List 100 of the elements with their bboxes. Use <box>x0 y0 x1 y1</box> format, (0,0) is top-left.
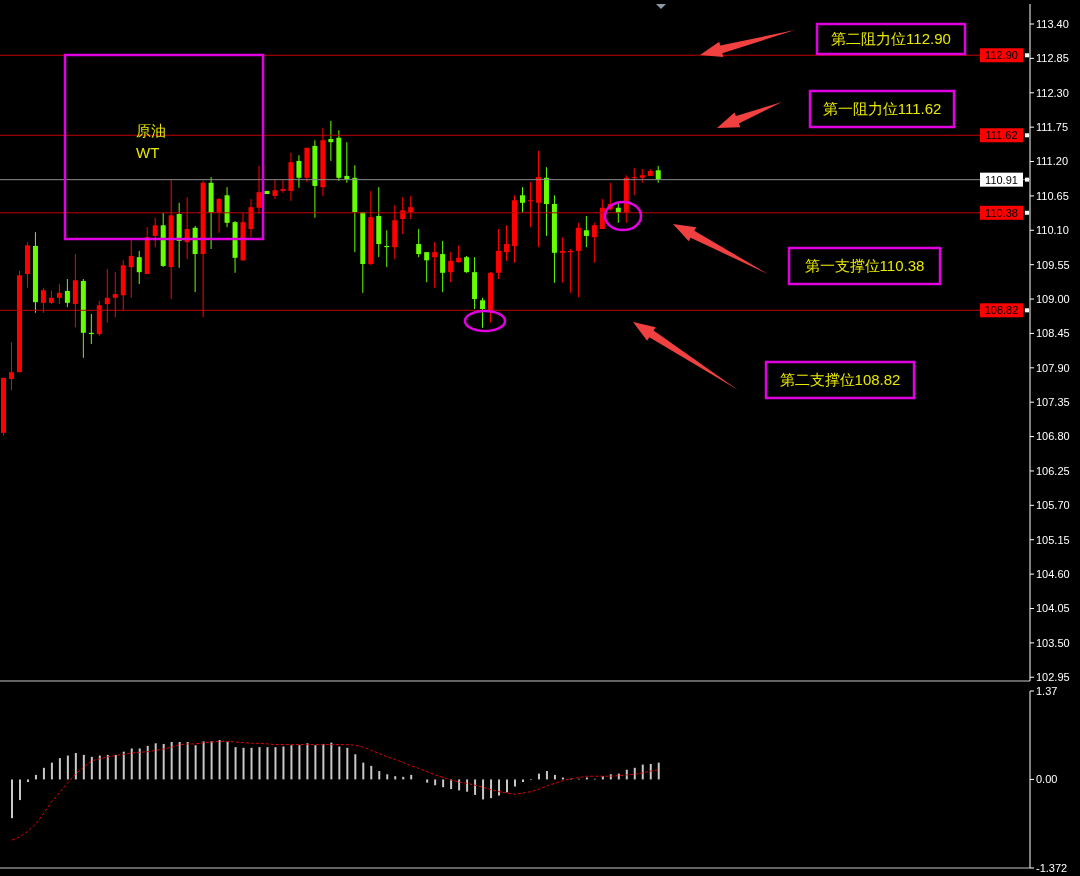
candlestick <box>152 217 158 248</box>
y-tick-label: 111.20 <box>1036 155 1069 168</box>
bar <box>18 779 21 801</box>
y-tick-label: 112.30 <box>1036 86 1069 99</box>
bar <box>90 756 93 780</box>
bar <box>250 747 253 780</box>
bar <box>298 745 301 780</box>
bar <box>282 746 285 780</box>
candlestick <box>296 154 302 189</box>
candlestick <box>519 186 525 214</box>
bar <box>458 779 461 791</box>
candlestick <box>128 239 134 299</box>
bar <box>98 755 101 780</box>
bar <box>10 779 13 819</box>
y-tick-label: 109.00 <box>1036 292 1070 305</box>
y-tick-label: 0.00 <box>1036 773 1058 786</box>
bar <box>138 748 141 780</box>
bar <box>26 779 29 783</box>
bar <box>178 742 181 780</box>
bar <box>106 754 109 780</box>
candlestick <box>64 278 70 308</box>
bar <box>82 754 85 780</box>
annotation: 第一支撑位110.38 <box>804 257 925 274</box>
candlestick <box>280 179 286 194</box>
annotation: 第一阻力位111.62 <box>822 100 942 117</box>
bar <box>122 751 125 780</box>
candlestick <box>400 196 406 235</box>
y-tick-label: 107.90 <box>1036 361 1070 374</box>
bar <box>66 755 69 780</box>
bar <box>545 771 548 780</box>
candlestick <box>344 141 350 184</box>
bar <box>58 758 61 780</box>
y-tick-label: 106.80 <box>1036 430 1070 443</box>
bar <box>202 741 205 780</box>
bar <box>466 779 469 792</box>
ref-line-label: 110.38 <box>985 206 1018 219</box>
bar <box>657 762 660 780</box>
bar <box>490 779 493 799</box>
candlestick <box>408 195 414 220</box>
bar <box>210 741 213 780</box>
candlestick <box>256 165 262 215</box>
ref-line-label: 112.90 <box>985 49 1018 62</box>
candlestick <box>416 228 422 258</box>
y-tick-label: 110.10 <box>1036 224 1069 237</box>
bar <box>258 747 261 780</box>
bar <box>442 779 445 788</box>
candlestick <box>56 283 62 305</box>
ref-line-label: 111.62 <box>985 129 1018 142</box>
bar <box>314 745 317 780</box>
bar <box>50 762 53 780</box>
candlestick <box>248 198 254 238</box>
bar <box>434 779 437 786</box>
bar <box>146 745 149 780</box>
bar <box>498 779 501 796</box>
candlestick <box>440 240 446 293</box>
candlestick <box>559 236 565 284</box>
line-series <box>11 740 660 841</box>
y-tick-label: 107.35 <box>1036 396 1070 409</box>
bar <box>234 747 237 780</box>
bar <box>154 743 157 780</box>
bar <box>170 742 173 780</box>
bar <box>74 752 77 780</box>
bar <box>394 776 397 780</box>
y-tick-label: 108.45 <box>1036 327 1070 340</box>
candlestick <box>40 287 46 314</box>
bar <box>186 742 189 780</box>
bar <box>506 779 509 793</box>
annotation: 第二阻力位112.90 <box>831 30 951 47</box>
bar <box>426 779 429 783</box>
candlestick <box>424 251 430 283</box>
candlestick <box>504 224 510 262</box>
y-tick-label: 1.37 <box>1036 684 1058 697</box>
bar <box>330 742 333 780</box>
bar <box>290 745 293 780</box>
y-tick-label: 110.65 <box>1036 189 1069 202</box>
bar <box>362 762 365 780</box>
bar <box>322 743 325 780</box>
bar <box>521 779 524 783</box>
candlestick <box>448 251 454 283</box>
bar <box>378 771 381 780</box>
annotation: 第二支撑位108.82 <box>779 371 901 388</box>
candlestick <box>631 167 637 196</box>
y-tick-label: 105.70 <box>1036 499 1070 512</box>
candlestick <box>272 178 278 200</box>
bar <box>218 740 221 780</box>
bar <box>266 747 269 780</box>
y-tick-label: 104.05 <box>1036 602 1070 615</box>
bar <box>114 754 117 780</box>
bar <box>346 747 349 780</box>
candlestick <box>72 253 78 328</box>
bar <box>354 754 357 780</box>
candlestick <box>104 268 110 324</box>
candlestick <box>328 120 334 162</box>
candlestick <box>496 228 502 280</box>
ref-line-label: 108.82 <box>984 304 1019 317</box>
y-tick-label: 106.25 <box>1036 464 1070 477</box>
candlestick <box>583 215 589 248</box>
candlestick <box>432 241 438 289</box>
ref-line-label: 110.91 <box>985 173 1018 186</box>
bar <box>474 779 477 795</box>
